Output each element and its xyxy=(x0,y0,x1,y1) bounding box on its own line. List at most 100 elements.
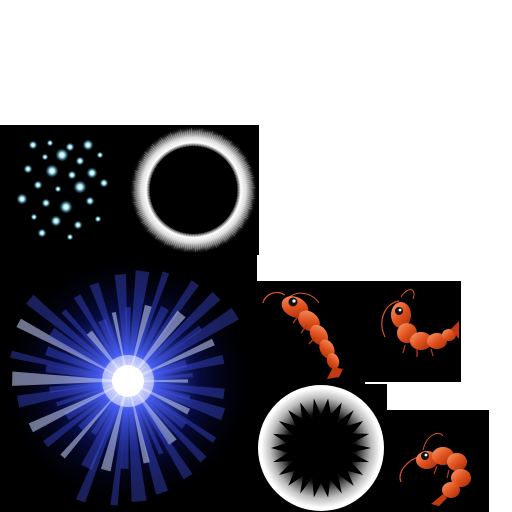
sparkle-dot xyxy=(73,220,83,230)
ring-fiber xyxy=(151,143,165,158)
ring-fiber xyxy=(237,185,255,188)
ring-fiber xyxy=(236,176,255,182)
sparkle-dot xyxy=(30,213,38,221)
ring-fiber xyxy=(219,225,230,239)
ring-fiber xyxy=(144,151,160,164)
ring-fiber xyxy=(215,227,223,241)
shrimp-sprite-a xyxy=(257,281,365,384)
sparkle-dot xyxy=(66,233,74,241)
ring-fiber xyxy=(200,233,204,248)
ring-fiber xyxy=(131,191,150,193)
ring-fiber xyxy=(140,213,157,224)
ring-fiber xyxy=(236,198,252,203)
sparkle-dot xyxy=(41,153,49,161)
ring-fiber xyxy=(186,233,190,251)
ring-fiber xyxy=(171,230,178,245)
burst-ray xyxy=(12,371,129,386)
ring-fiber xyxy=(156,143,167,156)
burst-ray xyxy=(128,381,193,480)
ring-fiber xyxy=(216,227,227,243)
ring-fiber xyxy=(217,226,228,241)
ring-fiber xyxy=(191,233,193,249)
sparkle-dot xyxy=(73,180,87,194)
ring-fiber xyxy=(236,179,251,183)
ring-fiber xyxy=(138,167,153,174)
sparkle-dot xyxy=(23,164,33,174)
spiked-ring-icon xyxy=(258,385,384,511)
ring-fiber xyxy=(237,192,254,195)
ring-fiber xyxy=(223,221,237,235)
ring-fiber xyxy=(136,197,151,201)
ring-fiber xyxy=(159,139,170,154)
ring-fiber xyxy=(146,216,160,227)
ring-fiber xyxy=(151,221,164,234)
ring-fiber xyxy=(135,177,151,182)
ring-fiber xyxy=(206,231,213,247)
sparkle-dot xyxy=(54,185,62,193)
burst-ray xyxy=(16,318,128,381)
ring-fiber xyxy=(235,171,250,177)
ring-fiber xyxy=(233,164,250,173)
sparkle-dot xyxy=(82,139,94,151)
ring-fiber xyxy=(227,216,243,229)
ring-fiber xyxy=(223,146,236,159)
ring-fiber xyxy=(176,232,182,249)
spike-core xyxy=(271,398,371,498)
burst-ray xyxy=(128,271,170,381)
ring-fiber xyxy=(236,174,253,180)
sparkle-dot xyxy=(96,151,104,159)
burst-ray xyxy=(114,274,128,381)
ring-fiber xyxy=(134,170,152,177)
light-burst-icon xyxy=(0,253,257,512)
burst-ray xyxy=(10,350,128,381)
ring-fiber xyxy=(225,219,238,230)
sparkle-dot xyxy=(45,164,59,178)
ring-fiber xyxy=(161,227,171,241)
ring-fiber xyxy=(220,140,232,156)
ring-fiber xyxy=(231,211,244,220)
ring-fiber xyxy=(203,232,209,250)
sparkle-dot xyxy=(28,140,38,150)
ring-fiber xyxy=(133,185,150,188)
ring-fiber xyxy=(237,187,256,189)
ring-fiber xyxy=(134,172,152,179)
ring-fiber xyxy=(235,203,253,210)
ring-fiber xyxy=(174,133,181,149)
ring-fiber xyxy=(206,130,213,149)
ring-fiber xyxy=(155,223,166,235)
ring-fiber xyxy=(149,220,163,233)
ring-fiber xyxy=(160,137,171,153)
ring-fiber xyxy=(222,222,236,237)
burst-ray xyxy=(128,381,217,443)
sparkle-dot xyxy=(94,215,102,223)
sparkle-dot xyxy=(50,215,62,227)
sparkle-dot xyxy=(37,228,47,238)
ring-fiber xyxy=(183,233,187,248)
sparkle-dot xyxy=(33,180,43,190)
ring-fiber xyxy=(132,183,150,186)
ring-fiber xyxy=(196,233,199,251)
sparkle-dot xyxy=(41,198,51,208)
ring-fiber xyxy=(202,232,207,251)
burst-ray xyxy=(128,291,221,381)
ring-fiber xyxy=(144,215,159,226)
burst-ray xyxy=(16,381,129,408)
ring-fiber xyxy=(236,200,252,205)
ring-fiber xyxy=(184,131,188,147)
shrimp-sprite-b xyxy=(365,281,461,382)
ring-fiber xyxy=(180,232,185,248)
white-ring-sprite xyxy=(128,125,259,255)
ring-fiber xyxy=(221,223,232,235)
ring-fiber xyxy=(153,222,165,235)
ring-fiber xyxy=(212,229,221,245)
ring-fiber xyxy=(166,135,175,151)
blue-burst-sprite xyxy=(0,253,257,512)
ring-fiber xyxy=(132,198,151,204)
ring-fiber xyxy=(168,134,176,150)
ring-fiber xyxy=(205,131,211,148)
ring-fiber xyxy=(221,145,232,157)
ring-fiber xyxy=(148,218,160,228)
ring-fiber xyxy=(134,200,151,206)
ring-fiber xyxy=(147,219,162,232)
ring-fiber xyxy=(231,160,244,169)
